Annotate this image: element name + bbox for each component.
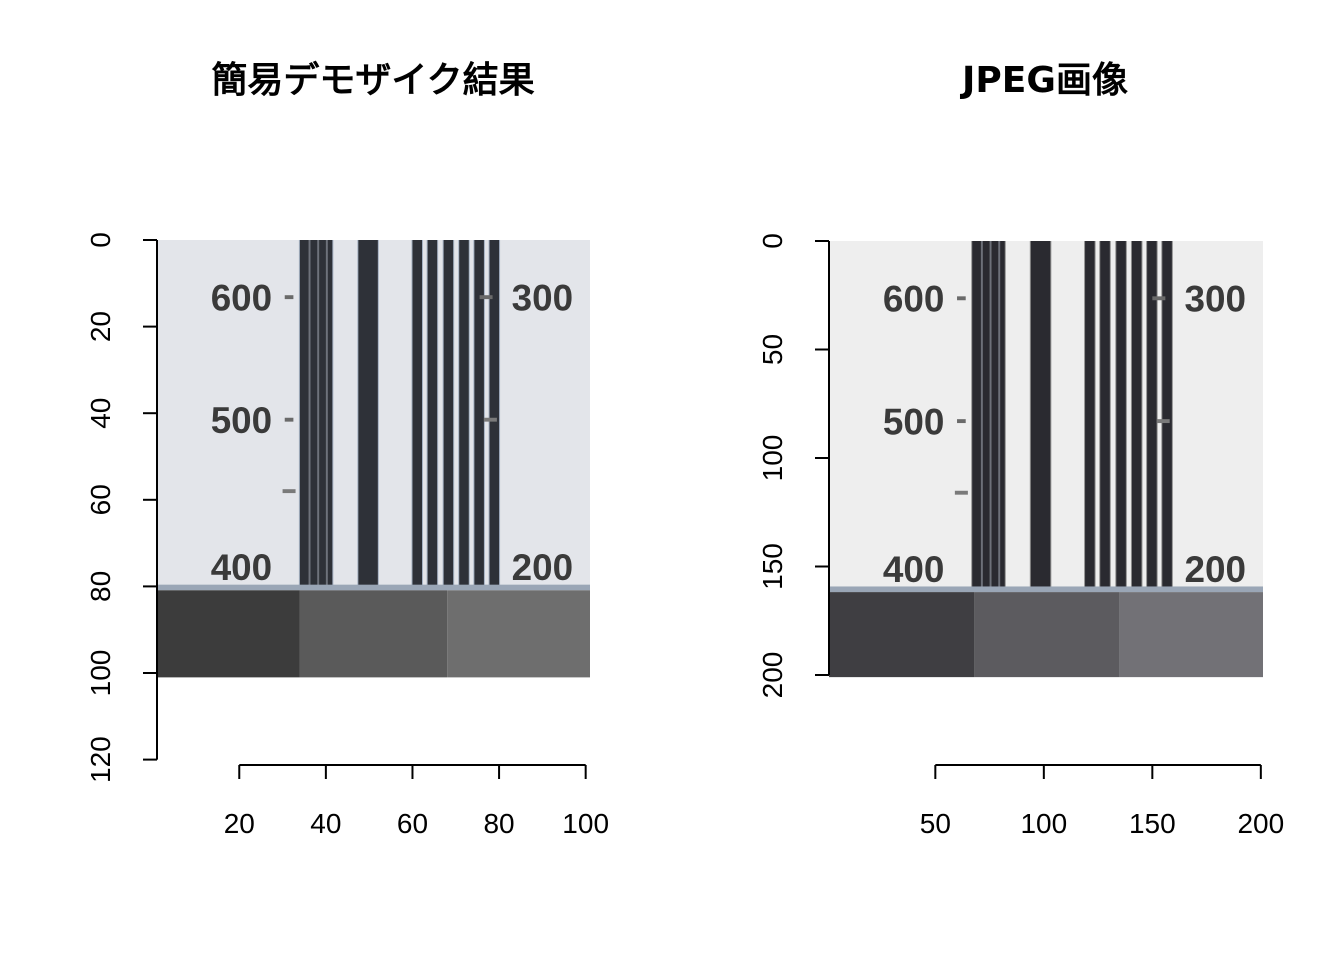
- x-tick-label: 60: [397, 808, 428, 839]
- y-tick-label: 0: [757, 233, 788, 249]
- wedge-bar: [1100, 241, 1110, 589]
- x-tick-label: 200: [1237, 808, 1284, 839]
- image-area: 600 500 400 300 200: [157, 240, 590, 678]
- y-tick-label: 150: [757, 543, 788, 590]
- gray-patch: [299, 590, 448, 678]
- gray-patch: [157, 590, 300, 678]
- chart-boundary: [829, 586, 1263, 593]
- wedge-bar: [1116, 241, 1126, 589]
- wedge-bar: [1030, 241, 1051, 589]
- right-panel: 600 500 400 300 200 0 50 100 150 200 50 100 150 200: [757, 233, 1284, 839]
- wedge-bar: [1131, 241, 1142, 589]
- wedge-bar: [474, 240, 484, 587]
- y-tick-label: 100: [85, 650, 116, 697]
- image-area: 600 500 400 300 200: [829, 241, 1263, 678]
- y-tick-label: 0: [85, 232, 116, 248]
- y-tick-label: 200: [757, 652, 788, 699]
- chart-label-200: 200: [512, 547, 573, 588]
- x-tick-label: 150: [1129, 808, 1176, 839]
- gray-patch: [447, 590, 590, 678]
- y-tick-label: 60: [85, 484, 116, 515]
- gray-patch: [1119, 592, 1263, 678]
- wedge-separator: [325, 240, 328, 587]
- chart-label-600: 600: [883, 279, 945, 320]
- y-tick-label: 50: [757, 334, 788, 365]
- x-tick-label: 100: [562, 808, 609, 839]
- x-tick-label: 80: [483, 808, 514, 839]
- wedge-separator: [980, 241, 983, 589]
- y-tick-label: 20: [85, 311, 116, 342]
- chart-boundary: [157, 584, 590, 591]
- wedge-bar: [1085, 241, 1095, 589]
- y-tick-label: 120: [85, 736, 116, 783]
- x-tick-label: 100: [1020, 808, 1067, 839]
- gray-patch: [974, 592, 1120, 678]
- x-tick-label: 50: [920, 808, 951, 839]
- wedge-bar: [489, 240, 500, 587]
- right-panel-title: JPEG画像: [959, 60, 1128, 101]
- wedge-separator: [308, 240, 311, 587]
- wedge-bar: [1162, 241, 1172, 589]
- x-tick-label: 40: [310, 808, 341, 839]
- wedge-bar: [1147, 241, 1157, 589]
- chart-label-300: 300: [1184, 279, 1246, 320]
- y-tick-label: 100: [757, 435, 788, 482]
- wedge-bar: [412, 240, 422, 587]
- left-panel-title: 簡易デモザイク結果: [211, 59, 534, 101]
- wedge-bar: [459, 240, 469, 587]
- axes: 0 20 40 60 80 100 120 20 40 60 80 100: [85, 232, 609, 839]
- wedge-separator: [989, 241, 992, 589]
- chart-label-200: 200: [1184, 549, 1246, 590]
- wedge-separator: [998, 241, 1001, 589]
- chart-label-400: 400: [883, 549, 945, 590]
- y-tick-label: 40: [85, 398, 116, 429]
- gray-patch: [829, 592, 975, 678]
- left-panel: 600 500 400 300 200 0 20 40 60 80 100 120 20 40 60 80 10…: [85, 232, 609, 839]
- chart-label-500: 500: [883, 401, 945, 442]
- chart-label-600: 600: [211, 277, 272, 318]
- wedge-bar: [443, 240, 454, 587]
- y-tick-label: 80: [85, 571, 116, 602]
- chart-label-500: 500: [211, 400, 272, 441]
- wedge-separator: [317, 240, 320, 587]
- chart-label-300: 300: [512, 277, 573, 318]
- chart-label-400: 400: [211, 547, 272, 588]
- x-tick-label: 20: [224, 808, 255, 839]
- axes: 0 50 100 150 200 50 100 150 200: [757, 233, 1284, 839]
- wedge-bar: [427, 240, 438, 587]
- wedge-bar: [358, 240, 378, 587]
